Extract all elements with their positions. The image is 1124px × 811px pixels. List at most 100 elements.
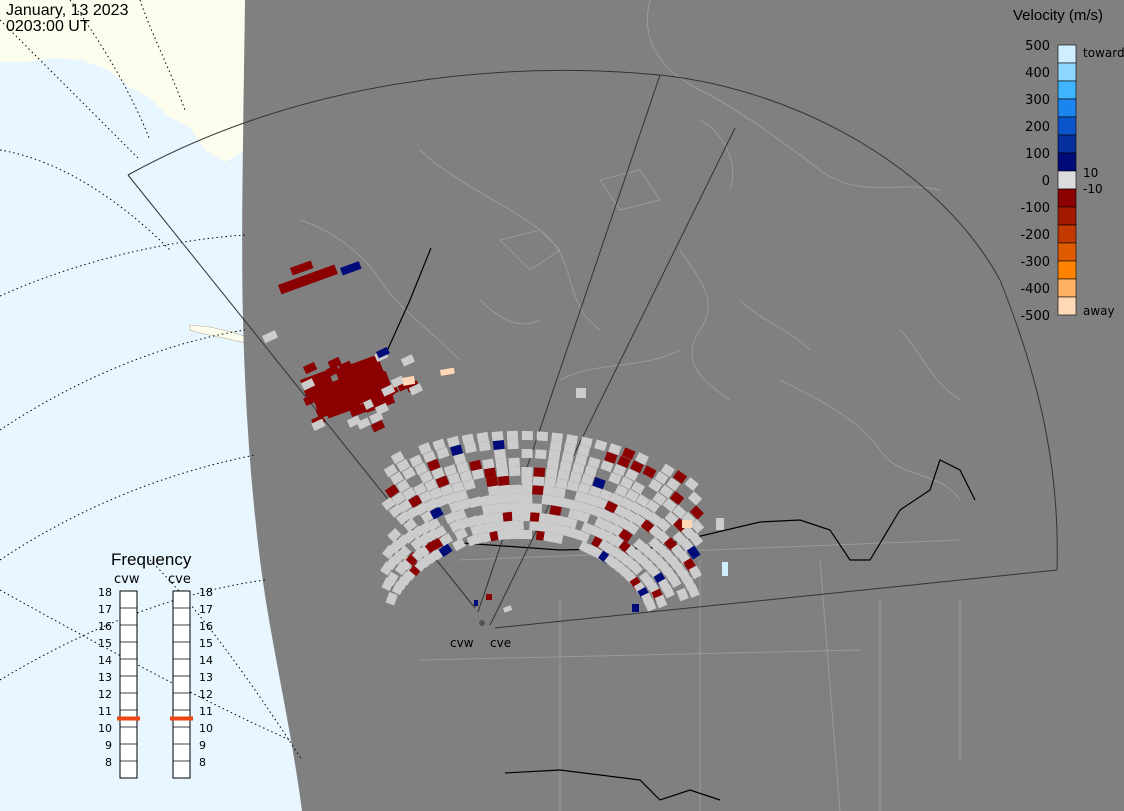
frequency-scale-label: 12 [98, 688, 112, 701]
scatter-cell [672, 470, 688, 484]
scatter-cell [408, 494, 423, 508]
scatter-cell [571, 499, 585, 512]
scatter-cell [545, 468, 558, 479]
scatter-cell [479, 495, 492, 507]
scatter-cell [584, 493, 598, 507]
scatter-cell [381, 496, 396, 511]
velocity-tick-label: 500 [1025, 39, 1050, 54]
scatter-cell [413, 482, 427, 496]
scatter-cell [469, 459, 482, 472]
scatter-cell [521, 512, 533, 522]
scatter-cell [398, 499, 413, 513]
velocity-tick-label: -400 [1020, 282, 1050, 297]
scatter-cell [618, 528, 633, 543]
scatter-cell [352, 402, 367, 416]
scatter-cell [439, 367, 455, 376]
scatter-cell [576, 530, 591, 543]
scatter-cell [444, 492, 459, 505]
scatter-cell [535, 449, 547, 460]
scatter-cell [424, 478, 439, 492]
scatter-cell [278, 264, 338, 295]
frequency-scale-label: 13 [98, 671, 112, 684]
scatter-cell [396, 458, 411, 472]
scatter-cell [489, 494, 502, 505]
scatter-cell [648, 478, 663, 493]
scatter-cell [486, 594, 492, 600]
frequency-title: Frequency [111, 550, 192, 569]
scatter-cell [426, 458, 441, 472]
scatter-cell [549, 505, 562, 516]
scatter-cell [577, 445, 591, 457]
scatter-cell [521, 467, 533, 477]
scatter-cell [311, 418, 326, 431]
legend-pos-threshold: 10 [1083, 166, 1098, 180]
scatter-cell [495, 457, 508, 468]
scatter-cell [600, 460, 614, 473]
frequency-scale-label: 11 [199, 705, 213, 718]
scatter-cell [491, 430, 504, 442]
scatter-cell [571, 462, 585, 475]
scatter-cell [635, 452, 649, 466]
frequency-scale-label: 10 [199, 722, 213, 735]
frequency-scale-label: 14 [98, 654, 112, 667]
scatter-cell [429, 506, 444, 520]
scatter-cell [594, 439, 608, 452]
radar-site-marker [479, 620, 485, 626]
scatter-cell [369, 411, 384, 424]
graticule [0, 0, 303, 761]
scatter-cell [385, 571, 399, 586]
scatter-cell [686, 545, 701, 560]
scatter-cell [414, 462, 429, 476]
frequency-scale-label: 11 [98, 705, 112, 718]
scatter-cell [604, 500, 619, 514]
scatter-cell [548, 450, 561, 461]
scatter-cell [561, 497, 575, 510]
scatter-cell [491, 503, 504, 514]
scatter-cell [642, 465, 657, 479]
scatter-cell [546, 459, 559, 470]
scatter-cell [520, 530, 532, 540]
velocity-tick-label: 400 [1025, 66, 1050, 81]
scatter-cell [350, 363, 365, 376]
scatter-cell [510, 484, 522, 495]
scatter-cell [628, 560, 643, 576]
night-region [242, 0, 1124, 811]
scatter-cell [574, 454, 588, 466]
scatter-cell [454, 527, 468, 541]
scatter-cell [447, 472, 461, 485]
scatter-cell [532, 476, 545, 486]
scatter-cell [553, 487, 566, 499]
scatter-cell [580, 502, 595, 515]
scatter-cell [669, 491, 685, 506]
scatter-cell [687, 584, 700, 598]
scatter-cell [645, 499, 660, 514]
scatter-cell [438, 543, 453, 558]
scatter-cell [338, 386, 353, 399]
scatter-cell [450, 444, 464, 457]
scatter-cell [538, 512, 551, 524]
scatter-cell [673, 518, 688, 533]
scatter-cell [630, 460, 644, 474]
scatter-cell [451, 481, 465, 494]
scatter-cell [503, 605, 513, 613]
scatter-cell [409, 454, 424, 468]
scatter-cell [672, 504, 687, 519]
scatter-cell [381, 384, 396, 397]
scatter-cell [638, 506, 654, 521]
scatter-cell [356, 417, 371, 430]
scatter-cell [402, 375, 416, 386]
velocity-tick-labels: 500 400 300 200 100 0 -100 -200 -300 -400 -500 [1020, 39, 1050, 324]
colorbar-segment [1057, 260, 1077, 280]
scatter-cell [689, 532, 704, 547]
scatter-cell [676, 587, 689, 602]
velocity-tick-label: -500 [1020, 309, 1050, 324]
frequency-scale-label: 16 [98, 620, 112, 633]
scatter-cell [443, 464, 458, 477]
frequency-scale-label: 18 [199, 586, 213, 599]
scatter-cell [424, 498, 439, 512]
scatter-cell [690, 519, 705, 534]
scatter-cell [569, 471, 583, 483]
legend-neg-threshold: -10 [1083, 182, 1103, 196]
scatter-cell [471, 468, 485, 480]
coastlines [299, 0, 961, 811]
